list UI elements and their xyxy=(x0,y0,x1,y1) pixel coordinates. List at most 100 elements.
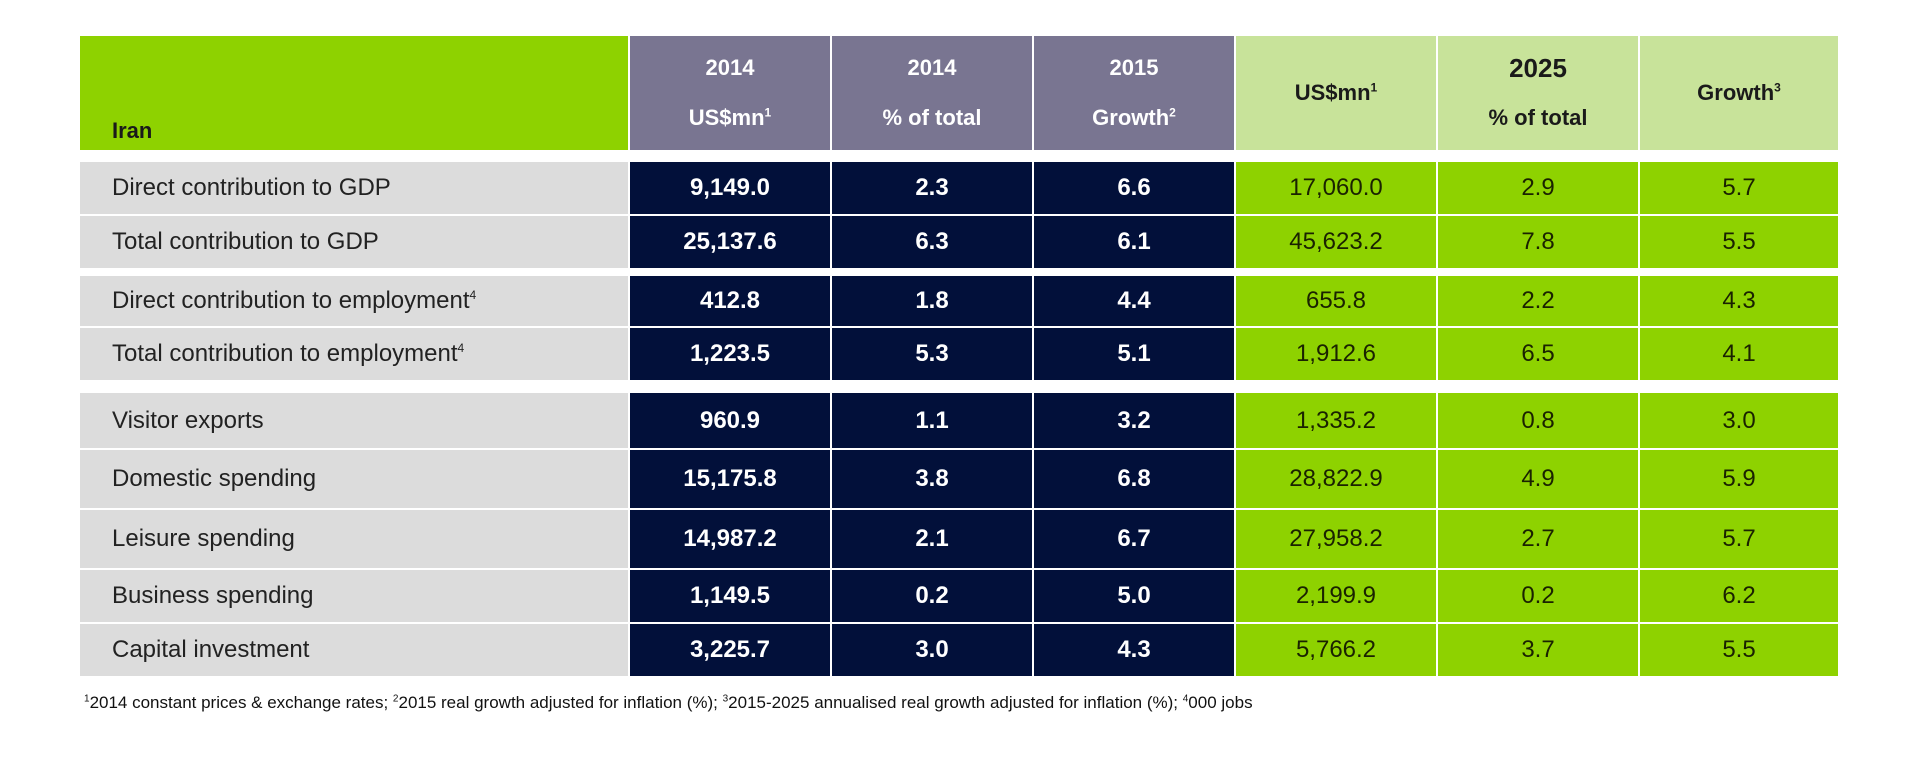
column-header-year: 2014 xyxy=(705,55,755,80)
column-header-unit: Growth3 xyxy=(1697,80,1781,105)
table-cell: 4.1 xyxy=(1640,328,1838,380)
column-header-unit: US$mn1 xyxy=(1294,80,1378,105)
table-cell: 45,623.2 xyxy=(1236,216,1436,268)
column-header: 2014 US$mn1 xyxy=(630,36,830,150)
table-cell: 4.9 xyxy=(1438,450,1638,508)
table-cell: 3.8 xyxy=(832,450,1032,508)
row-label-text: Domestic spending xyxy=(112,465,317,492)
table-cell: 6.3 xyxy=(832,216,1032,268)
row-label: Direct contribution to GDP xyxy=(80,162,628,214)
table-cell: 5.7 xyxy=(1640,510,1838,568)
column-header: US$mn1 xyxy=(1236,36,1436,150)
table-cell: 0.8 xyxy=(1438,393,1638,448)
column-header-unit: % of total xyxy=(882,105,982,130)
row-label-text: Direct contribution to employment4 xyxy=(112,287,477,314)
table-cell: 5.0 xyxy=(1034,570,1234,622)
table-cell: 6.6 xyxy=(1034,162,1234,214)
footnote-text: 2014 constant prices & exchange rates; xyxy=(89,693,393,712)
table-cell: 655.8 xyxy=(1236,276,1436,326)
row-label-text: Total contribution to employment4 xyxy=(112,340,465,367)
table-cell: 3.2 xyxy=(1034,393,1234,448)
table-cell: 3,225.7 xyxy=(630,624,830,676)
table-cell: 2.2 xyxy=(1438,276,1638,326)
table-cell: 1,912.6 xyxy=(1236,328,1436,380)
footnote-text: 000 jobs xyxy=(1188,693,1253,712)
footnote-mark: 1 xyxy=(84,693,90,705)
row-label-text: Visitor exports xyxy=(112,406,264,434)
column-header: Growth3 xyxy=(1640,36,1838,150)
row-label-footnote-mark: 4 xyxy=(457,341,465,355)
table-cell: 28,822.9 xyxy=(1236,450,1436,508)
table-cell: 2.1 xyxy=(832,510,1032,568)
column-header: 2025 % of total xyxy=(1438,36,1638,150)
table-cell: 0.2 xyxy=(1438,570,1638,622)
row-label: Domestic spending xyxy=(80,450,628,508)
footnote-text: 2015 real growth adjusted for inflation … xyxy=(398,693,723,712)
table-cell: 2.9 xyxy=(1438,162,1638,214)
table-cell: 1,149.5 xyxy=(630,570,830,622)
table-cell: 2,199.9 xyxy=(1236,570,1436,622)
table-cell: 3.0 xyxy=(832,624,1032,676)
column-header-footnote-mark: 1 xyxy=(764,105,772,120)
row-label: Capital investment xyxy=(80,624,628,676)
row-label-text: Business spending xyxy=(112,582,314,609)
table-cell: 2.7 xyxy=(1438,510,1638,568)
row-label-text: Leisure spending xyxy=(112,525,295,552)
footnote-text: 2015-2025 annualised real growth adjuste… xyxy=(728,693,1183,712)
table-cell: 1.1 xyxy=(832,393,1032,448)
row-label: Total contribution to GDP xyxy=(80,216,628,268)
table-cell: 15,175.8 xyxy=(630,450,830,508)
row-label: Direct contribution to employment4 xyxy=(80,276,628,326)
footnote-mark: 4 xyxy=(1182,693,1189,705)
table-cell: 5.9 xyxy=(1640,450,1838,508)
column-header-footnote-mark: 2 xyxy=(1169,105,1176,120)
table-cell: 1,223.5 xyxy=(630,328,830,380)
table-cell: 5.7 xyxy=(1640,162,1838,214)
table-cell: 6.8 xyxy=(1034,450,1234,508)
row-label-text: Capital investment xyxy=(112,636,310,663)
table-cell: 14,987.2 xyxy=(630,510,830,568)
column-header: 2014 % of total xyxy=(832,36,1032,150)
column-header-unit: Growth2 xyxy=(1092,105,1176,130)
table-cell: 5.5 xyxy=(1640,216,1838,268)
table-cell: 412.8 xyxy=(630,276,830,326)
footnote: 12014 constant prices & exchange rates; … xyxy=(84,693,1253,713)
table-cell: 2.3 xyxy=(832,162,1032,214)
column-header-unit: % of total xyxy=(1488,105,1588,130)
table-cell: 5.5 xyxy=(1640,624,1838,676)
column-header: 2015 Growth2 xyxy=(1034,36,1234,150)
table-cell: 6.2 xyxy=(1640,570,1838,622)
table-cell: 3.0 xyxy=(1640,393,1838,448)
table-cell: 0.2 xyxy=(832,570,1032,622)
footnote-mark: 3 xyxy=(722,693,729,705)
table-title: Iran xyxy=(80,36,628,150)
column-header-unit: US$mn1 xyxy=(688,105,772,130)
table-cell: 17,060.0 xyxy=(1236,162,1436,214)
column-header-year: 2025 xyxy=(1509,53,1567,83)
row-label: Visitor exports xyxy=(80,393,628,448)
table-cell: 9,149.0 xyxy=(630,162,830,214)
table-cell: 25,137.6 xyxy=(630,216,830,268)
table-cell: 7.8 xyxy=(1438,216,1638,268)
table-cell: 5.3 xyxy=(832,328,1032,380)
table-cell: 5.1 xyxy=(1034,328,1234,380)
row-label-text: Direct contribution to GDP xyxy=(112,174,391,201)
column-header-year: 2015 xyxy=(1109,55,1159,80)
row-label: Total contribution to employment4 xyxy=(80,328,628,380)
table-cell: 6.5 xyxy=(1438,328,1638,380)
column-header-year: 2014 xyxy=(907,55,957,80)
table-cell: 4.3 xyxy=(1034,624,1234,676)
row-label: Leisure spending xyxy=(80,510,628,568)
table-cell: 6.1 xyxy=(1034,216,1234,268)
table-cell: 4.4 xyxy=(1034,276,1234,326)
table-cell: 1.8 xyxy=(832,276,1032,326)
table-cell: 960.9 xyxy=(630,393,830,448)
row-label-footnote-mark: 4 xyxy=(469,288,477,302)
table-cell: 6.7 xyxy=(1034,510,1234,568)
row-label-text: Total contribution to GDP xyxy=(112,228,379,255)
column-header-footnote-mark: 3 xyxy=(1774,80,1781,95)
row-label: Business spending xyxy=(80,570,628,622)
column-header-footnote-mark: 1 xyxy=(1370,80,1378,95)
table-cell: 4.3 xyxy=(1640,276,1838,326)
table-cell: 1,335.2 xyxy=(1236,393,1436,448)
